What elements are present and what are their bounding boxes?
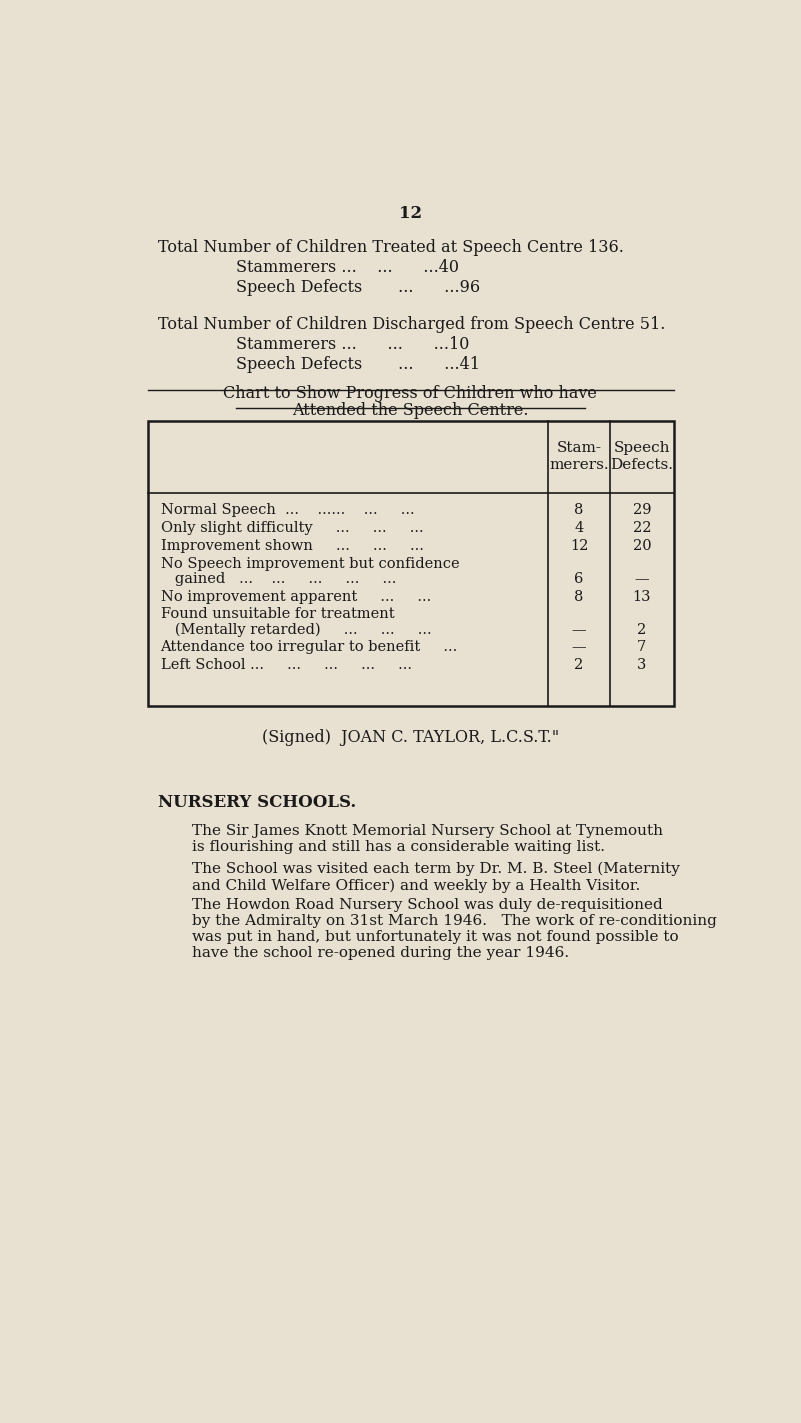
- Text: Normal Speech  ...    ......    ...     ...: Normal Speech ... ...... ... ...: [160, 504, 414, 518]
- Text: (Mentally retarded)     ...     ...     ...: (Mentally retarded) ... ... ...: [160, 623, 431, 638]
- Text: (Signed)  JOAN C. TAYLOR, L.C.S.T.": (Signed) JOAN C. TAYLOR, L.C.S.T.": [261, 729, 559, 746]
- Bar: [148, 421, 674, 706]
- Text: 20: 20: [633, 539, 651, 552]
- Text: The Howdon Road Nursery School was duly de-requisitioned
by the Admiralty on 31s: The Howdon Road Nursery School was duly …: [191, 898, 716, 961]
- Text: 6: 6: [574, 572, 584, 586]
- Text: Total Number of Children Treated at Speech Centre 136.: Total Number of Children Treated at Spee…: [159, 239, 624, 256]
- Text: 2: 2: [574, 659, 584, 672]
- Text: No improvement apparent     ...     ...: No improvement apparent ... ...: [160, 589, 431, 603]
- Text: —: —: [572, 640, 586, 655]
- Text: Stam-
merers.: Stam- merers.: [549, 441, 609, 472]
- Text: 12: 12: [399, 205, 421, 222]
- Text: NURSERY SCHOOLS.: NURSERY SCHOOLS.: [159, 794, 356, 811]
- Text: 13: 13: [633, 589, 651, 603]
- Text: 2: 2: [638, 623, 646, 636]
- Text: Stammerers ...      ...      ...10: Stammerers ... ... ...10: [235, 336, 469, 353]
- Text: Found unsuitable for treatment: Found unsuitable for treatment: [160, 608, 394, 622]
- Text: Only slight difficulty     ...     ...     ...: Only slight difficulty ... ... ...: [160, 521, 423, 535]
- Text: 4: 4: [574, 521, 584, 535]
- Text: —: —: [572, 623, 586, 636]
- Text: —: —: [634, 572, 649, 586]
- Text: Speech
Defects.: Speech Defects.: [610, 441, 674, 472]
- Text: 22: 22: [633, 521, 651, 535]
- Text: The School was visited each term by Dr. M. B. Steel (Maternity
and Child Welfare: The School was visited each term by Dr. …: [191, 861, 679, 892]
- Text: Attendance too irregular to benefit     ...: Attendance too irregular to benefit ...: [160, 640, 458, 655]
- Text: The Sir James Knott Memorial Nursery School at Tynemouth
is flourishing and stil: The Sir James Knott Memorial Nursery Sch…: [191, 824, 662, 854]
- Text: gained   ...    ...     ...     ...     ...: gained ... ... ... ... ...: [160, 572, 396, 586]
- Text: 8: 8: [574, 504, 584, 518]
- Text: Stammerers ...    ...      ...40: Stammerers ... ... ...40: [235, 259, 459, 276]
- Text: 8: 8: [574, 589, 584, 603]
- Text: No Speech improvement but confidence: No Speech improvement but confidence: [160, 556, 459, 571]
- Text: Left School ...     ...     ...     ...     ...: Left School ... ... ... ... ...: [160, 659, 412, 672]
- Text: 12: 12: [570, 539, 588, 552]
- Text: 29: 29: [633, 504, 651, 518]
- Text: Attended the Speech Centre.: Attended the Speech Centre.: [292, 401, 529, 418]
- Text: 3: 3: [637, 659, 646, 672]
- Text: Speech Defects       ...      ...41: Speech Defects ... ...41: [235, 356, 480, 373]
- Text: Chart to Show Progress of Children who have: Chart to Show Progress of Children who h…: [223, 384, 597, 401]
- Text: Improvement shown     ...     ...     ...: Improvement shown ... ... ...: [160, 539, 424, 552]
- Text: Speech Defects       ...      ...96: Speech Defects ... ...96: [235, 279, 480, 296]
- Text: 7: 7: [638, 640, 646, 655]
- Text: Total Number of Children Discharged from Speech Centre 51.: Total Number of Children Discharged from…: [159, 316, 666, 333]
